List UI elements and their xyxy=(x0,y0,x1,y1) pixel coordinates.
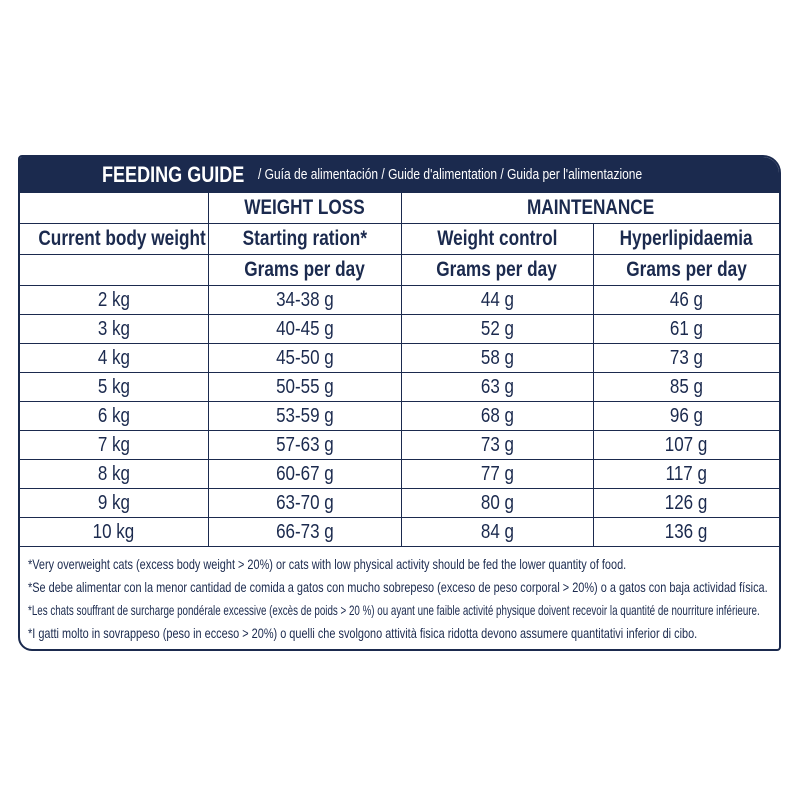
table-cell: 61 g xyxy=(592,314,779,344)
table-cell: 73 g xyxy=(592,343,779,373)
table-cell: 63 g xyxy=(400,372,594,402)
table-cell: 45-50 g xyxy=(207,343,402,373)
table-cell: 84 g xyxy=(400,517,594,547)
table-cell: 136 g xyxy=(592,517,779,547)
header-row-group: WEIGHT LOSS MAINTENANCE xyxy=(20,192,779,224)
table-cell: 9 kg xyxy=(20,488,209,518)
footnotes: *Very overweight cats (excess body weigh… xyxy=(20,547,779,649)
table-cell: 117 g xyxy=(592,459,779,489)
empty-cell xyxy=(20,254,209,286)
feeding-guide: FEEDING GUIDE / Guía de alimentación / G… xyxy=(18,155,781,651)
table-row: 9 kg 63-70 g 80 g 126 g xyxy=(20,488,779,518)
table-cell: 77 g xyxy=(400,459,594,489)
table-cell: 73 g xyxy=(400,430,594,460)
table-cell: 4 kg xyxy=(20,343,209,373)
table-cell: 3 kg xyxy=(20,314,209,344)
table-row: 2 kg 34-38 g 44 g 46 g xyxy=(20,285,779,315)
table-cell: 10 kg xyxy=(20,517,209,547)
table-cell: 6 kg xyxy=(20,401,209,431)
table-cell: 57-63 g xyxy=(207,430,402,460)
table-cell: 50-55 g xyxy=(207,372,402,402)
table-cell: 80 g xyxy=(400,488,594,518)
empty-cell xyxy=(20,192,209,224)
table-cell: 34-38 g xyxy=(207,285,402,315)
table-row: 10 kg 66-73 g 84 g 136 g xyxy=(20,517,779,547)
unit-label: Grams per day xyxy=(207,254,402,286)
table-row: 7 kg 57-63 g 73 g 107 g xyxy=(20,430,779,460)
header-starting-ration: Starting ration* xyxy=(207,223,402,255)
header-weight-control: Weight control xyxy=(400,223,594,255)
unit-label: Grams per day xyxy=(592,254,779,286)
header-current-body-weight: Current body weight xyxy=(20,223,209,255)
header-maintenance: MAINTENANCE xyxy=(400,192,779,224)
footnote-en: *Very overweight cats (excess body weigh… xyxy=(28,556,627,572)
feeding-table: WEIGHT LOSS MAINTENANCE Current body wei… xyxy=(20,192,779,547)
title-subtitle: / Guía de alimentación / Guide d'aliment… xyxy=(257,166,642,183)
table-cell: 107 g xyxy=(592,430,779,460)
footnote-it: *I gatti molto in sovrappeso (peso in ec… xyxy=(28,625,698,641)
table-cell: 126 g xyxy=(592,488,779,518)
table-cell: 44 g xyxy=(400,285,594,315)
header-row-columns: Current body weight Starting ration* Wei… xyxy=(20,223,779,255)
table-cell: 68 g xyxy=(400,401,594,431)
table-cell: 2 kg xyxy=(20,285,209,315)
table-cell: 8 kg xyxy=(20,459,209,489)
table-cell: 58 g xyxy=(400,343,594,373)
table-cell: 52 g xyxy=(400,314,594,344)
footnote-fr: *Les chats souffrant de surcharge pondér… xyxy=(28,602,760,618)
table-cell: 85 g xyxy=(592,372,779,402)
table-cell: 66-73 g xyxy=(207,517,402,547)
title-main: FEEDING GUIDE xyxy=(102,161,245,187)
header-row-units: Grams per day Grams per day Grams per da… xyxy=(20,254,779,286)
table-cell: 40-45 g xyxy=(207,314,402,344)
header-weight-loss: WEIGHT LOSS xyxy=(207,192,402,224)
table-cell: 53-59 g xyxy=(207,401,402,431)
table-cell: 7 kg xyxy=(20,430,209,460)
table-cell: 60-67 g xyxy=(207,459,402,489)
table-cell: 63-70 g xyxy=(207,488,402,518)
table-cell: 96 g xyxy=(592,401,779,431)
footnote-es: *Se debe alimentar con la menor cantidad… xyxy=(28,579,768,595)
table-row: 3 kg 40-45 g 52 g 61 g xyxy=(20,314,779,344)
table-row: 6 kg 53-59 g 68 g 96 g xyxy=(20,401,779,431)
unit-label: Grams per day xyxy=(400,254,594,286)
table-row: 4 kg 45-50 g 58 g 73 g xyxy=(20,343,779,373)
table-row: 5 kg 50-55 g 63 g 85 g xyxy=(20,372,779,402)
feeding-guide-title: FEEDING GUIDE / Guía de alimentación / G… xyxy=(20,157,779,192)
table-cell: 46 g xyxy=(592,285,779,315)
header-hyperlipidaemia: Hyperlipidaemia xyxy=(592,223,779,255)
table-row: 8 kg 60-67 g 77 g 117 g xyxy=(20,459,779,489)
table-cell: 5 kg xyxy=(20,372,209,402)
